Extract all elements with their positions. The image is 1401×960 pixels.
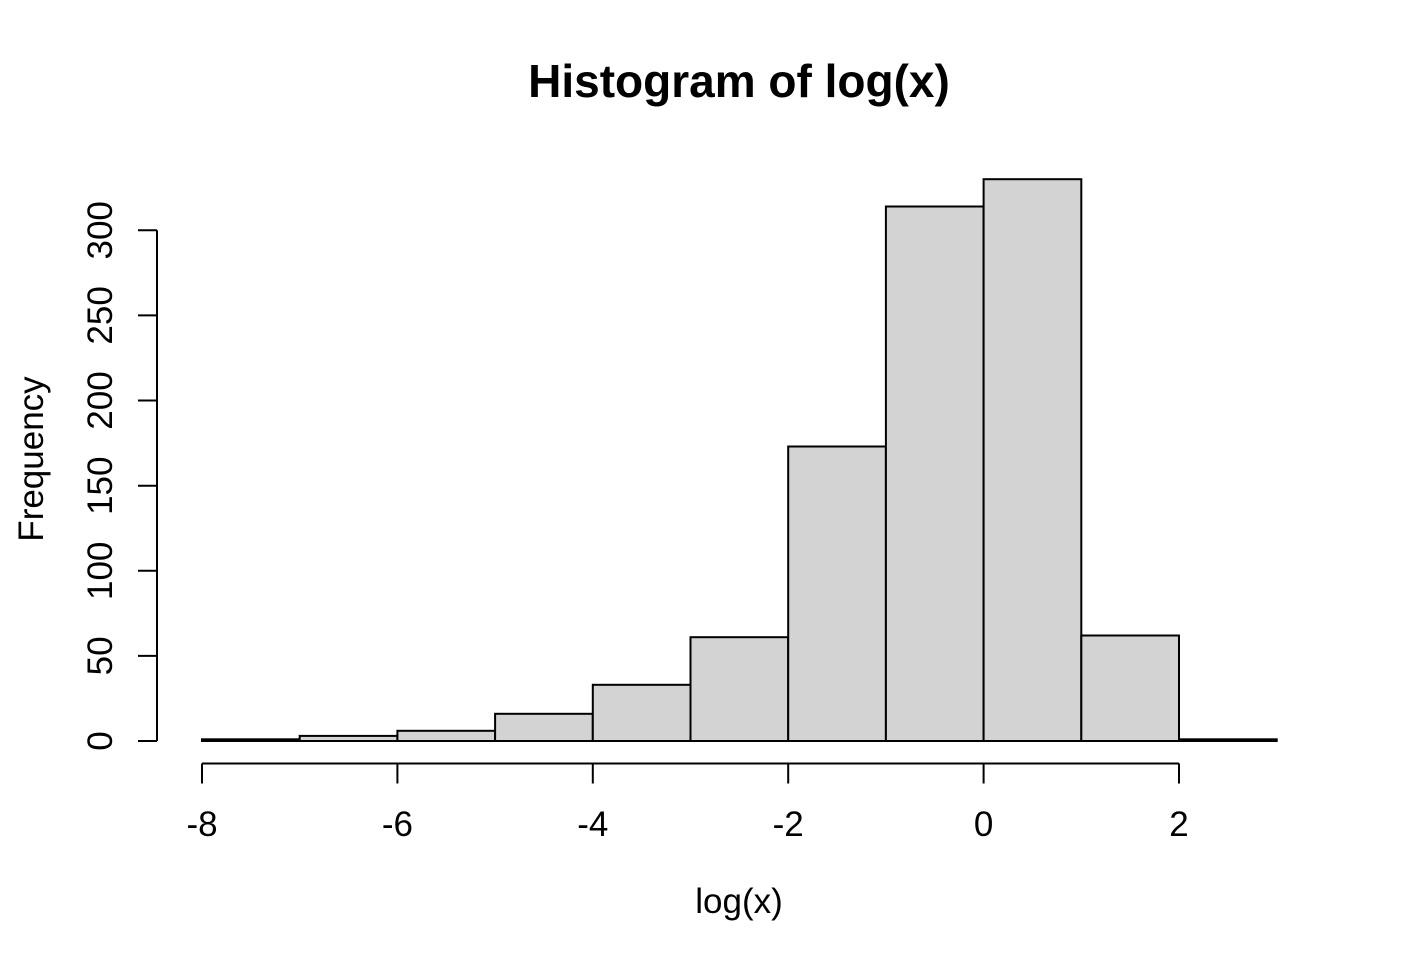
x-tick-label: -6 xyxy=(382,805,413,844)
y-tick-label: 50 xyxy=(81,636,120,675)
histogram-bar xyxy=(396,729,497,742)
y-tick-label: 150 xyxy=(81,456,120,514)
y-tick-label: 250 xyxy=(81,286,120,344)
histogram-bar xyxy=(201,738,301,742)
x-tick-label: -4 xyxy=(577,805,608,844)
chart-title: Histogram of log(x) xyxy=(528,55,950,107)
x-tick-label: 2 xyxy=(1169,805,1188,844)
y-tick-label: 200 xyxy=(81,371,120,429)
y-tick-label: 100 xyxy=(81,542,120,600)
x-tick-label: -8 xyxy=(186,805,217,844)
x-tick-label: 0 xyxy=(974,805,993,844)
histogram-bar xyxy=(884,205,985,742)
histogram-bar xyxy=(787,445,887,742)
histogram-bar xyxy=(591,683,692,742)
y-tick-label: 0 xyxy=(81,731,120,750)
histogram-bar xyxy=(1178,738,1278,742)
y-axis-title: Frequency xyxy=(12,376,51,542)
histogram-bar xyxy=(298,734,399,743)
x-axis-title: log(x) xyxy=(695,882,783,921)
histogram-bar xyxy=(1080,634,1181,742)
x-tick-label: -2 xyxy=(773,805,804,844)
histogram-bar xyxy=(689,636,790,743)
histogram-bar xyxy=(982,178,1083,742)
x-axis: -8 -6 -4 -2 0 2 xyxy=(186,762,1189,844)
bars-group xyxy=(201,178,1278,743)
histogram-bar xyxy=(494,712,594,742)
y-tick-label: 300 xyxy=(81,201,120,259)
y-axis: 0 50 100 150 200 250 300 xyxy=(81,201,158,751)
